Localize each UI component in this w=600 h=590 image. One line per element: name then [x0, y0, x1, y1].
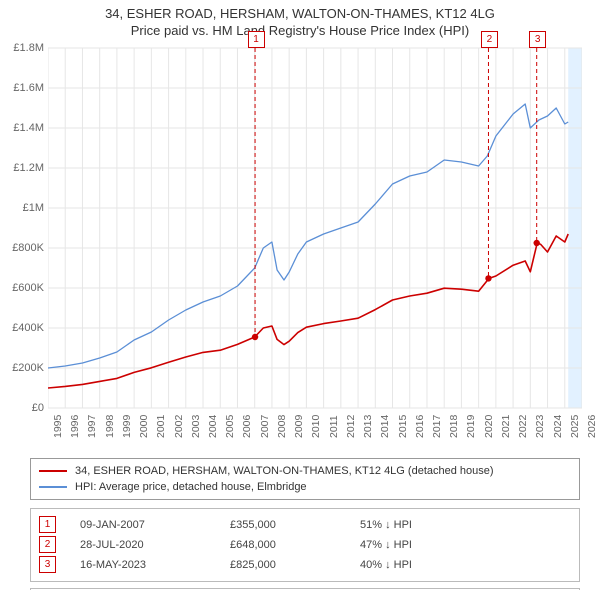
x-tick-label: 2023: [534, 414, 546, 437]
x-tick-label: 2006: [241, 414, 253, 437]
x-tick-label: 2018: [448, 414, 460, 437]
event-price: £648,000: [230, 539, 360, 551]
event-index-box: 2: [39, 536, 56, 553]
event-price: £825,000: [230, 559, 360, 571]
x-tick-label: 2015: [397, 414, 409, 437]
events-table: 1 09-JAN-2007 £355,000 51% ↓ HPI 2 28-JU…: [30, 508, 580, 582]
event-delta: 47% ↓ HPI: [360, 539, 571, 551]
x-tick-label: 2026: [586, 414, 598, 437]
event-date: 16-MAY-2023: [80, 559, 230, 571]
x-tick-label: 1999: [121, 414, 133, 437]
plot-area: £0£200K£400K£600K£800K£1M£1.2M£1.4M£1.6M…: [48, 42, 582, 422]
x-tick-label: 2022: [517, 414, 529, 437]
chart-title: 34, ESHER ROAD, HERSHAM, WALTON-ON-THAME…: [0, 0, 600, 42]
x-tick-label: 2003: [190, 414, 202, 437]
x-tick-label: 2012: [345, 414, 357, 437]
event-marker-box: 3: [529, 31, 546, 48]
x-tick-label: 1997: [86, 414, 98, 437]
event-index-box: 1: [39, 516, 56, 533]
x-tick-label: 2024: [552, 414, 564, 437]
y-tick-label: £400K: [0, 322, 44, 334]
event-date: 09-JAN-2007: [80, 519, 230, 531]
y-tick-label: £1.2M: [0, 162, 44, 174]
event-price: £355,000: [230, 519, 360, 531]
x-tick-label: 2017: [431, 414, 443, 437]
x-tick-label: 1998: [104, 414, 116, 437]
y-tick-label: £1.4M: [0, 122, 44, 134]
event-row: 2 28-JUL-2020 £648,000 47% ↓ HPI: [39, 535, 571, 555]
event-index-box: 3: [39, 556, 56, 573]
event-row: 1 09-JAN-2007 £355,000 51% ↓ HPI: [39, 515, 571, 535]
legend-row-property: 34, ESHER ROAD, HERSHAM, WALTON-ON-THAME…: [39, 463, 571, 479]
y-tick-label: £1.8M: [0, 42, 44, 54]
y-tick-label: £600K: [0, 282, 44, 294]
x-tick-label: 2013: [362, 414, 374, 437]
x-tick-label: 2007: [259, 414, 271, 437]
chart-root: 34, ESHER ROAD, HERSHAM, WALTON-ON-THAME…: [0, 0, 600, 590]
chart-title-line1: 34, ESHER ROAD, HERSHAM, WALTON-ON-THAME…: [0, 6, 600, 23]
below-chart: 34, ESHER ROAD, HERSHAM, WALTON-ON-THAME…: [30, 458, 580, 590]
legend: 34, ESHER ROAD, HERSHAM, WALTON-ON-THAME…: [30, 458, 580, 500]
y-tick-label: £1M: [0, 202, 44, 214]
legend-label-hpi: HPI: Average price, detached house, Elmb…: [75, 481, 307, 493]
x-tick-label: 2000: [138, 414, 150, 437]
event-marker-box: 1: [248, 31, 265, 48]
x-tick-label: 2005: [224, 414, 236, 437]
event-row: 3 16-MAY-2023 £825,000 40% ↓ HPI: [39, 555, 571, 575]
x-tick-label: 1996: [69, 414, 81, 437]
x-tick-label: 2004: [207, 414, 219, 437]
legend-swatch-property: [39, 470, 67, 472]
legend-swatch-hpi: [39, 486, 67, 488]
legend-row-hpi: HPI: Average price, detached house, Elmb…: [39, 479, 571, 495]
x-tick-label: 2008: [276, 414, 288, 437]
x-tick-label: 2011: [328, 415, 340, 438]
y-tick-label: £0: [0, 402, 44, 414]
chart-title-line2: Price paid vs. HM Land Registry's House …: [0, 23, 600, 40]
x-tick-label: 2001: [155, 414, 167, 437]
x-tick-label: 2014: [379, 414, 391, 437]
y-tick-label: £200K: [0, 362, 44, 374]
x-tick-label: 2020: [483, 414, 495, 437]
event-date: 28-JUL-2020: [80, 539, 230, 551]
y-tick-label: £800K: [0, 242, 44, 254]
event-delta: 51% ↓ HPI: [360, 519, 571, 531]
y-tick-label: £1.6M: [0, 82, 44, 94]
x-tick-label: 2021: [500, 414, 512, 437]
plot-svg: [48, 42, 582, 422]
x-tick-label: 2009: [293, 414, 305, 437]
x-tick-label: 2016: [414, 414, 426, 437]
event-delta: 40% ↓ HPI: [360, 559, 571, 571]
x-tick-label: 2002: [173, 414, 185, 437]
x-tick-label: 1995: [52, 414, 64, 437]
x-tick-label: 2025: [569, 414, 581, 437]
x-tick-label: 2019: [465, 414, 477, 437]
x-tick-label: 2010: [310, 414, 322, 437]
legend-label-property: 34, ESHER ROAD, HERSHAM, WALTON-ON-THAME…: [75, 465, 494, 477]
event-marker-box: 2: [481, 31, 498, 48]
